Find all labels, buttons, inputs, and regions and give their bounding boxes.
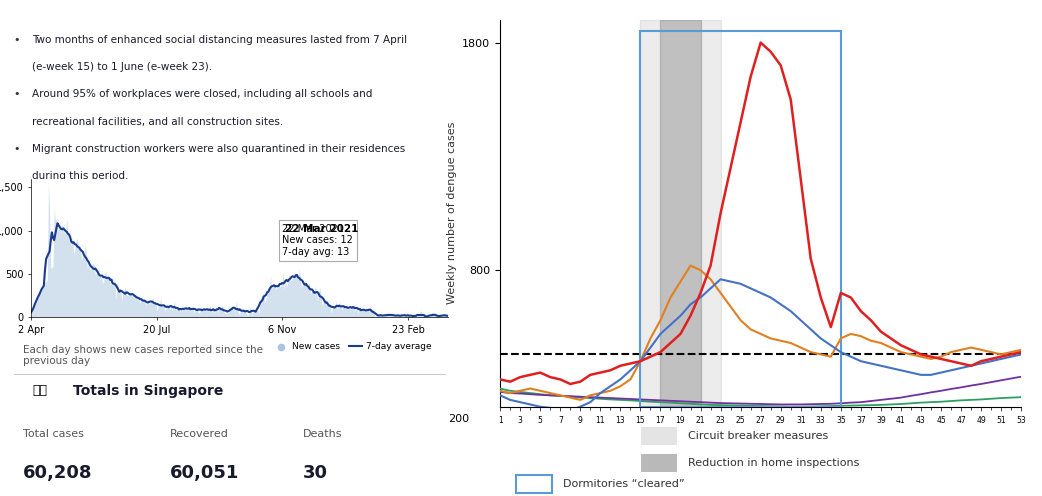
Text: recreational facilities, and all construction sites.: recreational facilities, and all constru… [32, 117, 283, 126]
Bar [641, 427, 677, 445]
Text: Dormitories “cleared”: Dormitories “cleared” [563, 479, 685, 489]
Text: 22 Mar 2021: 22 Mar 2021 [284, 224, 358, 234]
Text: 🇸🇬: 🇸🇬 [32, 384, 47, 397]
Text: Deaths: Deaths [302, 429, 342, 439]
Y-axis label: Weekly number of dengue cases: Weekly number of dengue cases [447, 122, 456, 305]
Text: Circuit breaker measures: Circuit breaker measures [688, 431, 828, 441]
Bar [641, 31, 841, 407]
Text: during this period.: during this period. [32, 171, 128, 181]
Text: 200: 200 [448, 415, 469, 425]
Text: 60,051: 60,051 [170, 464, 239, 482]
Bar [641, 454, 677, 472]
Text: Around 95% of workplaces were closed, including all schools and: Around 95% of workplaces were closed, in… [32, 89, 372, 99]
Text: 60,208: 60,208 [23, 464, 93, 482]
Text: Recovered: Recovered [170, 429, 228, 439]
Bar [661, 20, 700, 407]
Text: Totals in Singapore: Totals in Singapore [73, 384, 224, 398]
Text: Migrant construction workers were also quarantined in their residences: Migrant construction workers were also q… [32, 144, 405, 154]
Text: •: • [14, 35, 20, 45]
Bar [641, 20, 721, 407]
Text: 22 Mar 2021
New cases: 12
7-day avg: 13: 22 Mar 2021 New cases: 12 7-day avg: 13 [282, 224, 353, 257]
Bar [516, 475, 552, 494]
Text: 30: 30 [302, 464, 327, 482]
Text: Reduction in home inspections: Reduction in home inspections [688, 458, 859, 468]
Text: Two months of enhanced social distancing measures lasted from 7 April: Two months of enhanced social distancing… [32, 35, 407, 45]
Text: Each day shows new cases reported since the
previous day: Each day shows new cases reported since … [23, 345, 263, 367]
Text: •: • [14, 144, 20, 154]
Text: (e-week 15) to 1 June (e-week 23).: (e-week 15) to 1 June (e-week 23). [32, 62, 213, 72]
Text: Total cases: Total cases [23, 429, 83, 439]
Legend: New cases, 7-day average: New cases, 7-day average [271, 339, 436, 355]
Text: •: • [14, 89, 20, 99]
